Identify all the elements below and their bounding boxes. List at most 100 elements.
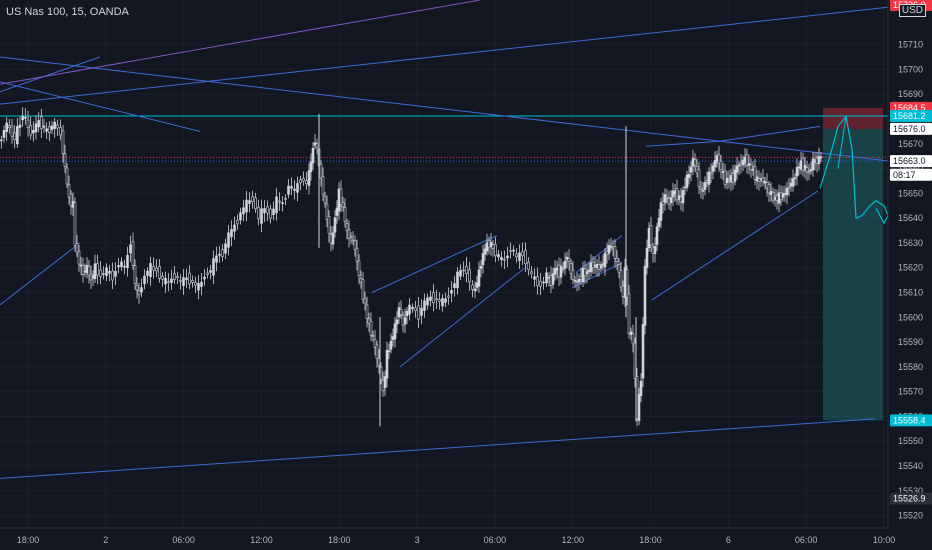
candle [564, 261, 566, 268]
candle [237, 220, 239, 224]
candle [600, 265, 602, 268]
candle [27, 120, 29, 128]
candle [130, 245, 132, 253]
candle [8, 126, 10, 128]
candle [640, 381, 642, 396]
candle [656, 227, 658, 245]
candle [6, 123, 8, 132]
candle [43, 126, 45, 127]
candle [522, 252, 524, 256]
candle [279, 201, 281, 202]
candle [90, 274, 92, 280]
candle [201, 282, 203, 286]
candle [324, 197, 326, 203]
candle [276, 197, 278, 213]
candle [88, 266, 90, 275]
candle [51, 126, 53, 130]
candle [469, 270, 471, 282]
currency-badge[interactable]: USD [899, 4, 926, 17]
candle [288, 186, 290, 194]
candle [495, 245, 497, 256]
candle [394, 324, 396, 339]
candle [628, 294, 630, 334]
candle [604, 253, 606, 267]
candle [344, 207, 346, 221]
candle [225, 244, 227, 253]
candle [442, 298, 444, 306]
candle [702, 190, 704, 191]
candle [525, 250, 527, 264]
candle [616, 258, 618, 262]
candle [644, 266, 646, 325]
candle [808, 172, 810, 173]
candle [3, 130, 5, 137]
candle [291, 186, 293, 188]
candle [820, 157, 822, 158]
candle [404, 318, 406, 324]
candle [303, 178, 305, 181]
candle [372, 336, 374, 337]
candle [11, 126, 13, 136]
candle [54, 122, 56, 128]
candle [415, 308, 417, 311]
y-tick-label: 15580 [898, 362, 923, 372]
candle [16, 126, 18, 144]
x-tick-label: 18:00 [17, 535, 40, 545]
y-tick-label: 15650 [898, 188, 923, 198]
candle [646, 248, 648, 268]
candle [127, 255, 129, 268]
candle [74, 203, 76, 246]
candle [578, 279, 580, 282]
candle [516, 254, 518, 257]
candle [165, 278, 167, 284]
candle [350, 237, 352, 238]
candle [192, 280, 194, 282]
candle [82, 265, 84, 274]
candle [445, 299, 447, 303]
candle [78, 251, 80, 264]
candle [159, 266, 161, 278]
candle [124, 266, 126, 267]
candle [510, 250, 512, 251]
candle [273, 209, 275, 215]
x-tick-label: 12:00 [561, 535, 584, 545]
candle [249, 201, 251, 204]
candle [710, 172, 712, 174]
y-tick-label: 15640 [898, 213, 923, 223]
candle [430, 297, 432, 301]
candle [534, 277, 536, 280]
candle [788, 187, 790, 188]
candle [183, 278, 185, 286]
candle [300, 180, 302, 183]
candle [112, 271, 114, 280]
candle [106, 268, 108, 276]
candle [134, 266, 136, 284]
candle [316, 144, 318, 147]
candle [474, 289, 476, 291]
price-label: 15558.4 [893, 415, 926, 425]
candle [498, 254, 500, 256]
candle [786, 188, 788, 195]
candle [334, 218, 336, 232]
candle [68, 185, 70, 197]
candle [294, 189, 296, 190]
candle [386, 350, 388, 378]
candle [38, 120, 40, 126]
candle [267, 207, 269, 213]
y-tick-label: 15690 [898, 89, 923, 99]
candle [698, 170, 700, 187]
x-tick-label: 2 [103, 535, 108, 545]
candle [482, 254, 484, 265]
stop-loss-zone [823, 108, 883, 129]
candle [439, 300, 441, 302]
candle [409, 305, 411, 314]
candle [246, 200, 248, 212]
candle [492, 245, 494, 249]
candle [115, 271, 117, 276]
candle [694, 160, 696, 165]
candle [35, 124, 37, 132]
candle [100, 270, 102, 276]
candle [364, 299, 366, 303]
candle [682, 190, 684, 203]
